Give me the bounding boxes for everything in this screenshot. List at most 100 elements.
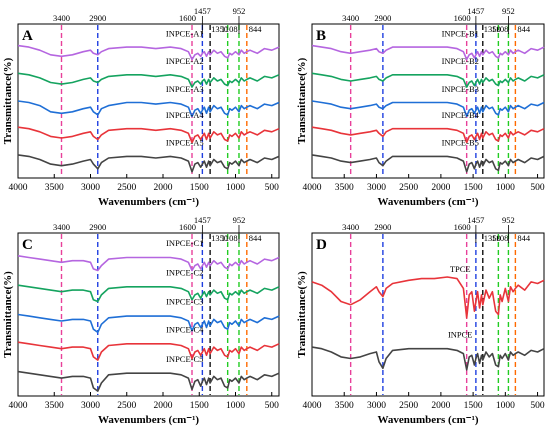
x-tick-label: 3000 <box>81 183 100 193</box>
series-inpce <box>311 346 545 371</box>
reference-label-1108: 1108 <box>221 24 238 34</box>
reference-label-1108: 1108 <box>492 24 509 34</box>
reference-label-3400: 3400 <box>342 13 359 23</box>
x-tick-label: 1500 <box>464 401 483 411</box>
series-inpce-a3 <box>17 100 280 118</box>
series-tpce <box>311 276 545 319</box>
series-label: INPCE-A5 <box>166 138 204 148</box>
x-tick-label: 2500 <box>399 401 418 411</box>
series-label: INPCE-C5 <box>166 354 203 364</box>
panel-letter: A <box>22 28 33 44</box>
x-tick-label: 4000 <box>303 401 322 411</box>
series-label: INPCE-B3 <box>442 84 479 94</box>
reference-label-844: 844 <box>517 24 531 34</box>
x-tick-label: 3000 <box>367 401 386 411</box>
reference-label-1350: 1350 <box>484 24 501 34</box>
reference-label-1457: 1457 <box>467 6 484 16</box>
series-label: INPCE-A4 <box>166 110 205 120</box>
series-label: INPCE-B2 <box>442 56 479 66</box>
panel-letter: C <box>22 237 33 253</box>
reference-label-1600: 1600 <box>179 13 196 23</box>
x-tick-label: 3500 <box>335 183 354 193</box>
series-inpce-b5 <box>311 154 545 173</box>
x-tick-label: 1000 <box>226 401 245 411</box>
reference-label-952: 952 <box>502 6 515 16</box>
series-inpce-c5 <box>17 370 280 392</box>
x-tick-label: 1000 <box>496 401 515 411</box>
reference-label-952: 952 <box>233 215 246 225</box>
series-label: INPCE-C2 <box>166 267 203 277</box>
reference-label-952: 952 <box>233 6 246 16</box>
series-inpce-c4 <box>17 341 280 361</box>
reference-label-3400: 3400 <box>342 222 359 232</box>
panel-letter: B <box>316 28 326 44</box>
reference-label-1457: 1457 <box>467 215 484 225</box>
series-inpce-b2 <box>311 72 545 88</box>
series-label: INPCE-B4 <box>442 110 480 120</box>
y-axis-label: Transmittance(%) <box>296 271 308 358</box>
x-tick-label: 3000 <box>81 401 100 411</box>
x-tick-label: 2500 <box>117 401 136 411</box>
x-tick-label: 3500 <box>335 401 354 411</box>
reference-label-1457: 1457 <box>194 6 211 16</box>
series-inpce-c2 <box>17 284 280 303</box>
reference-label-844: 844 <box>249 24 263 34</box>
y-axis-label: Transmittance(%) <box>296 57 308 144</box>
reference-label-1600: 1600 <box>454 13 471 23</box>
x-tick-label: 3500 <box>45 183 64 193</box>
series-label: INPCE-C1 <box>166 238 203 248</box>
x-tick-label: 1500 <box>464 183 483 193</box>
reference-label-1457: 1457 <box>194 215 211 225</box>
reference-label-3400: 3400 <box>53 222 70 232</box>
reference-label-952: 952 <box>502 215 515 225</box>
reference-label-844: 844 <box>517 233 531 243</box>
series-label: INPCE-C3 <box>166 297 203 307</box>
series-label: INPCE-C4 <box>166 324 204 334</box>
series-label: INPCE-B5 <box>442 138 479 148</box>
x-tick-label: 2000 <box>154 401 173 411</box>
x-tick-label: 500 <box>530 401 545 411</box>
plot-frame <box>311 232 545 397</box>
reference-label-844: 844 <box>249 233 263 243</box>
x-tick-label: 4000 <box>9 401 28 411</box>
x-axis-label: Wavenumbers (cm⁻¹) <box>377 196 478 208</box>
x-tick-label: 1000 <box>226 183 245 193</box>
reference-label-2900: 2900 <box>89 13 106 23</box>
series-label: INPCE-A3 <box>166 84 204 94</box>
x-tick-label: 2500 <box>117 183 136 193</box>
x-tick-label: 4000 <box>303 183 322 193</box>
series-inpce-a4 <box>17 126 280 144</box>
x-tick-label: 2000 <box>431 401 450 411</box>
series-inpce-b3 <box>311 100 545 118</box>
reference-label-1350: 1350 <box>211 233 228 243</box>
reference-label-1600: 1600 <box>179 222 196 232</box>
series-label: INPCE <box>448 329 473 339</box>
reference-label-1350: 1350 <box>484 233 501 243</box>
reference-label-2900: 2900 <box>374 222 391 232</box>
x-tick-label: 4000 <box>9 183 28 193</box>
x-tick-label: 500 <box>265 183 280 193</box>
x-axis-label: Wavenumbers (cm⁻¹) <box>98 414 199 426</box>
x-tick-label: 1500 <box>190 183 209 193</box>
y-axis-label: Transmittance(%) <box>2 271 14 358</box>
series-label: INPCE-A2 <box>166 56 204 66</box>
x-tick-label: 3000 <box>367 183 386 193</box>
reference-label-3400: 3400 <box>53 13 70 23</box>
series-label: TPCE <box>450 264 471 274</box>
series-inpce-c1 <box>17 255 280 272</box>
x-axis-label: Wavenumbers (cm⁻¹) <box>377 414 478 426</box>
reference-label-1108: 1108 <box>221 233 238 243</box>
x-tick-label: 2500 <box>399 183 418 193</box>
x-tick-label: 3500 <box>45 401 64 411</box>
reference-label-1350: 1350 <box>211 24 228 34</box>
x-tick-label: 500 <box>530 183 545 193</box>
series-inpce-b4 <box>311 126 545 144</box>
reference-label-1600: 1600 <box>454 222 471 232</box>
series-inpce-a2 <box>17 72 280 88</box>
series-inpce-c3 <box>17 313 280 334</box>
series-inpce-a1 <box>17 44 280 61</box>
